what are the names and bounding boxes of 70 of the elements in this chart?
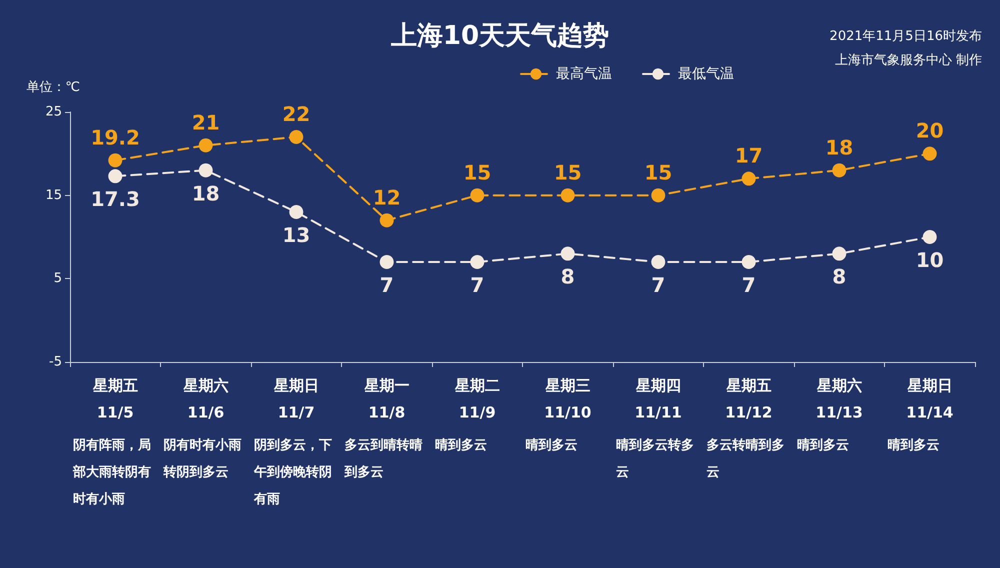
data-label: 7: [742, 273, 756, 297]
data-label: 10: [916, 248, 944, 272]
x-tick-label: 星期五 11/12: [725, 376, 772, 422]
text: 晴到多云: [797, 438, 849, 453]
data-label: 17: [734, 144, 763, 168]
y-tick-label: 5: [54, 271, 62, 286]
data-label: 15: [644, 160, 672, 184]
point: [470, 255, 484, 269]
x-tick-label: 星期一 11/8: [363, 376, 410, 422]
text: 2021年11月5日16时发布: [830, 29, 982, 44]
point: [832, 246, 846, 261]
y-axis-title: 单位：℃: [26, 80, 80, 95]
text: 晴到多云: [526, 438, 578, 453]
data-label: 7: [380, 273, 394, 297]
data-label: 13: [282, 223, 310, 247]
legend-label: 最高气温: [556, 66, 612, 82]
data-label: 22: [282, 102, 310, 126]
point: [470, 188, 484, 202]
point: [651, 188, 666, 202]
x-tick-label: 星期二 11/9: [454, 376, 500, 422]
point: [380, 213, 394, 228]
chart-title: 上海10天天气趋势: [390, 21, 610, 51]
point: [198, 138, 213, 152]
point: [922, 146, 937, 161]
y-tick-label: -5: [49, 354, 62, 370]
text: 晴到多云: [435, 438, 487, 453]
point: [922, 230, 937, 244]
y-tick-label: 25: [45, 104, 62, 120]
data-label: 12: [372, 185, 401, 210]
point: [651, 255, 666, 269]
data-label: 18: [192, 181, 220, 206]
data-label: 19.2: [90, 125, 140, 150]
point: [832, 163, 846, 178]
x-tick-label: 星期五 11/5: [92, 376, 138, 422]
data-label: 8: [560, 264, 575, 289]
text: 多云到晴转晴到多云: [344, 438, 422, 480]
data-label: 7: [651, 273, 666, 297]
point: [560, 246, 575, 261]
legend-label: 最低气温: [678, 66, 734, 82]
point: [380, 255, 394, 269]
point: [108, 169, 122, 184]
text: 阴有时有小雨转阴到多云: [162, 438, 242, 480]
data-label: 8: [832, 264, 846, 289]
x-tick-label: 星期日 11/14: [906, 376, 954, 422]
text: 阴到多云，下午到傍晚转阴有雨: [253, 438, 332, 507]
data-label: 18: [825, 135, 854, 160]
data-label: 15: [463, 160, 492, 184]
point: [289, 130, 304, 144]
point: [108, 153, 122, 168]
data-label: 20: [916, 118, 944, 143]
text: 晴到多云: [888, 438, 940, 453]
data-label: 17.3: [90, 187, 140, 212]
data-label: 7: [470, 273, 484, 297]
point: [742, 172, 756, 186]
text: 多云转晴到多云: [706, 438, 784, 480]
point: [198, 163, 213, 178]
x-tick-label: 星期三 11/10: [544, 376, 592, 422]
point: [289, 205, 304, 219]
text: 上海市气象服务中心 制作: [834, 52, 982, 68]
data-label: 15: [554, 160, 582, 184]
x-tick-label: 星期四 11/11: [634, 376, 682, 422]
y-tick-label: 15: [45, 188, 62, 203]
text: 阴有阵雨，局部大雨转阴有时有小雨: [72, 437, 151, 507]
x-tick-label: 星期六 11/13: [816, 376, 863, 422]
data-label: 21: [192, 110, 220, 134]
x-tick-label: 星期六 11/6: [182, 376, 228, 422]
x-tick-label: 星期日 11/7: [272, 376, 319, 422]
point: [560, 188, 575, 202]
point: [742, 255, 756, 269]
text: 晴到多云转多云: [616, 438, 694, 480]
